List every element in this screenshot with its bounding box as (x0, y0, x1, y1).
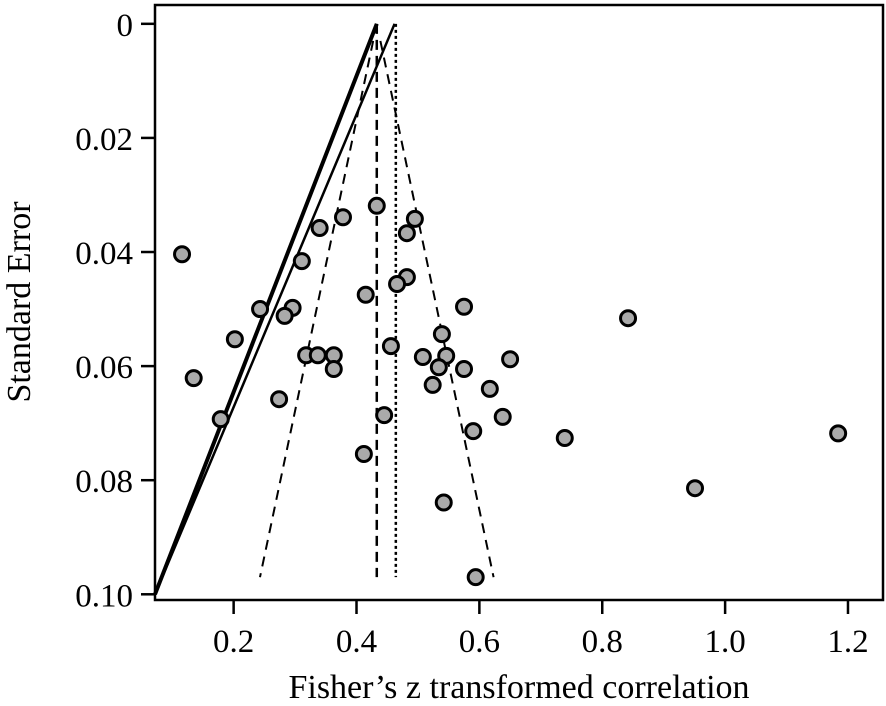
data-point (184, 369, 203, 388)
data-point (501, 350, 520, 369)
funnel-right-line (379, 40, 495, 578)
data-point (270, 390, 289, 409)
data-point (211, 410, 230, 429)
x-tick-label: 0.4 (336, 624, 377, 660)
data-point (251, 300, 270, 319)
data-point (367, 196, 386, 215)
data-point (308, 346, 327, 365)
y-axis-label: Standard Error (1, 201, 38, 403)
x-tick-label: 0.8 (582, 624, 623, 660)
x-axis-label: Fisher’s z transformed correlation (288, 669, 749, 706)
y-tick-label: 0.10 (75, 578, 133, 614)
data-point (324, 359, 343, 378)
y-tick-label: 0.04 (75, 236, 133, 272)
data-point (310, 219, 329, 238)
data-point (397, 224, 416, 243)
data-point (466, 568, 485, 587)
data-point (333, 208, 352, 227)
plot-frame (153, 3, 885, 602)
data-point (405, 209, 424, 228)
data-point (829, 424, 848, 443)
x-tick-label: 0.6 (459, 624, 500, 660)
data-point (434, 493, 453, 512)
data-point (356, 285, 375, 304)
data-point (381, 337, 400, 356)
data-point (432, 325, 451, 344)
data-point (354, 444, 373, 463)
data-point (225, 330, 244, 349)
data-point (555, 428, 574, 447)
x-tick-label: 1.0 (704, 624, 745, 660)
data-point (292, 252, 311, 271)
data-point (455, 359, 474, 378)
funnel-left-line (259, 40, 375, 578)
data-point (388, 274, 407, 293)
y-tick-label: 0 (117, 8, 134, 44)
data-point (455, 297, 474, 316)
data-point (686, 479, 705, 498)
y-tick-label: 0.06 (75, 350, 133, 386)
data-point (173, 245, 192, 264)
data-point (480, 379, 499, 398)
y-tick-label: 0.02 (75, 122, 133, 158)
data-point (275, 306, 294, 325)
data-point (413, 347, 432, 366)
y-tick-label: 0.08 (75, 464, 133, 500)
data-point (619, 309, 638, 328)
data-point (464, 422, 483, 441)
data-point (493, 407, 512, 426)
regression-line-thin (153, 23, 396, 595)
x-tick-label: 1.2 (827, 624, 868, 660)
data-point (423, 375, 442, 394)
x-tick-label: 0.2 (213, 624, 254, 660)
data-point (429, 358, 448, 377)
data-point (375, 406, 394, 425)
